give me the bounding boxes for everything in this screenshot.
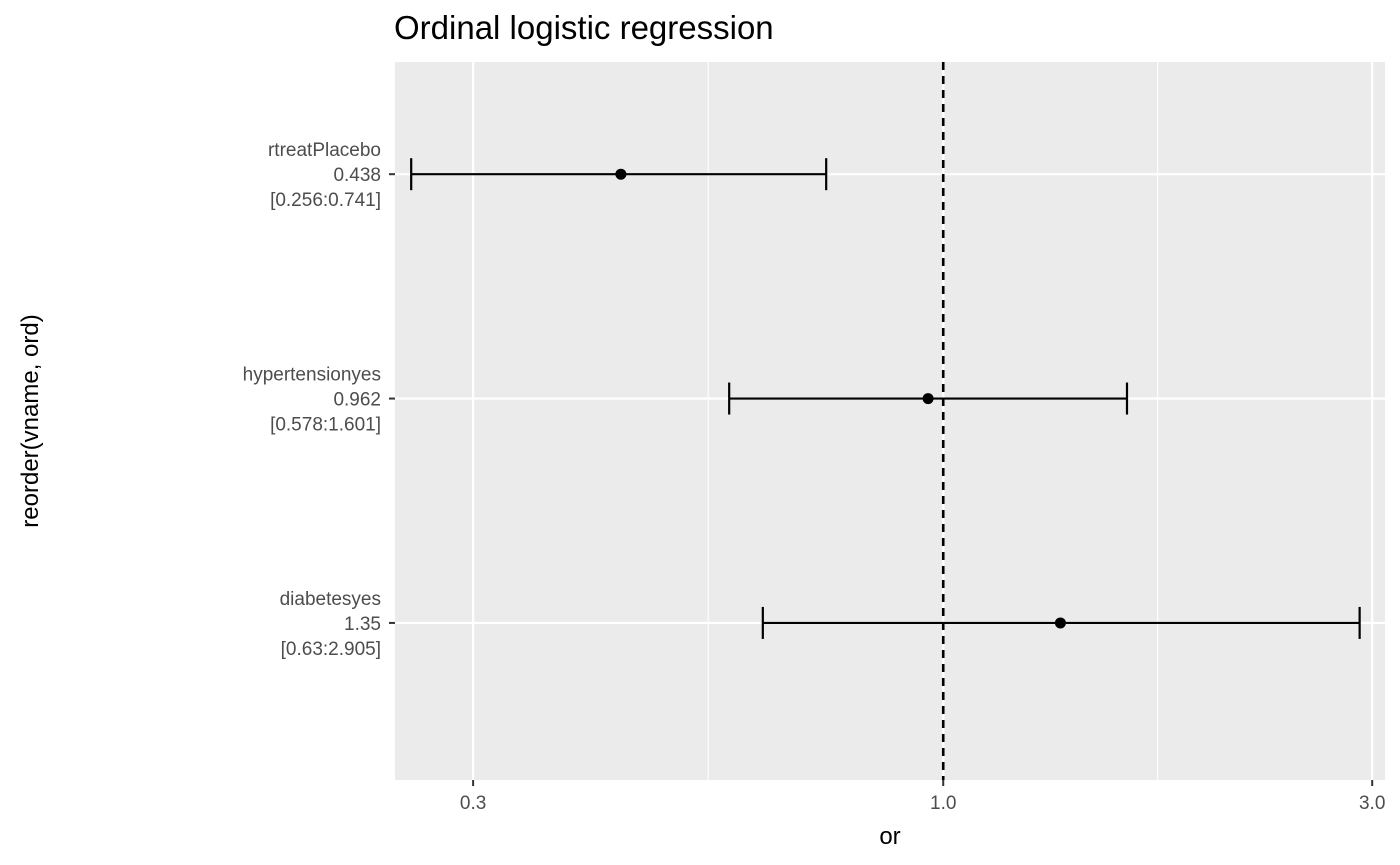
plot-panel (395, 62, 1385, 780)
x-axis: 0.3 1.0 3.0 (460, 780, 1385, 814)
y-tick-label-estimate: 0.438 (333, 165, 381, 186)
error-bars (410, 158, 1361, 639)
x-tick-label: 3.0 (1359, 793, 1385, 814)
y-tick-label-estimate: 1.35 (344, 614, 381, 635)
y-tick-label-ci: [0.256:0.741] (270, 190, 381, 211)
y-tick-label-name: hypertensionyes (243, 365, 381, 386)
point-estimate-diabetesyes (1054, 617, 1066, 629)
x-tick-label: 1.0 (930, 793, 956, 814)
point-estimate-hypertensionyes (922, 393, 934, 405)
y-tick-label-estimate: 0.962 (333, 390, 381, 411)
y-tick-label-ci: [0.63:2.905] (281, 639, 381, 660)
y-tick-label-ci: [0.578:1.601] (270, 415, 381, 436)
y-tick-label-name: rtreatPlacebo (268, 140, 381, 161)
x-axis-title: or (879, 823, 900, 850)
y-axis: rtreatPlacebo 0.438 [0.256:0.741] hypertens… (243, 140, 395, 660)
chart-title: Ordinal logistic regression (394, 9, 774, 46)
x-tick-label: 0.3 (460, 793, 486, 814)
y-axis-title: reorder(vname, ord) (17, 314, 44, 527)
y-tick-label-name: diabetesyes (280, 589, 381, 610)
point-estimate-rtreatPlacebo (615, 168, 627, 180)
